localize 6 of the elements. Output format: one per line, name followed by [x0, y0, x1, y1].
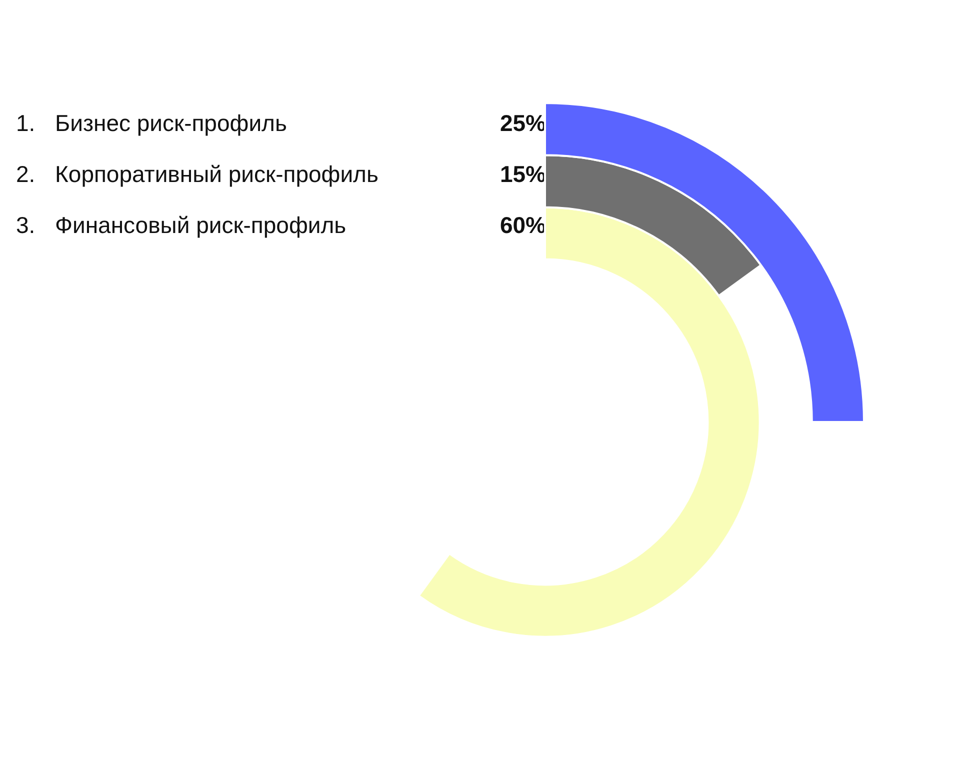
category-label: 3. Финансовый риск-профиль	[16, 212, 346, 239]
data-label: 15%	[500, 161, 546, 188]
category-label: 2. Корпоративный риск-профиль	[16, 161, 378, 188]
data-label: 60%	[500, 212, 546, 239]
data-label: 25%	[500, 110, 546, 137]
category-label: 1. Бизнес риск-профиль	[16, 110, 287, 137]
